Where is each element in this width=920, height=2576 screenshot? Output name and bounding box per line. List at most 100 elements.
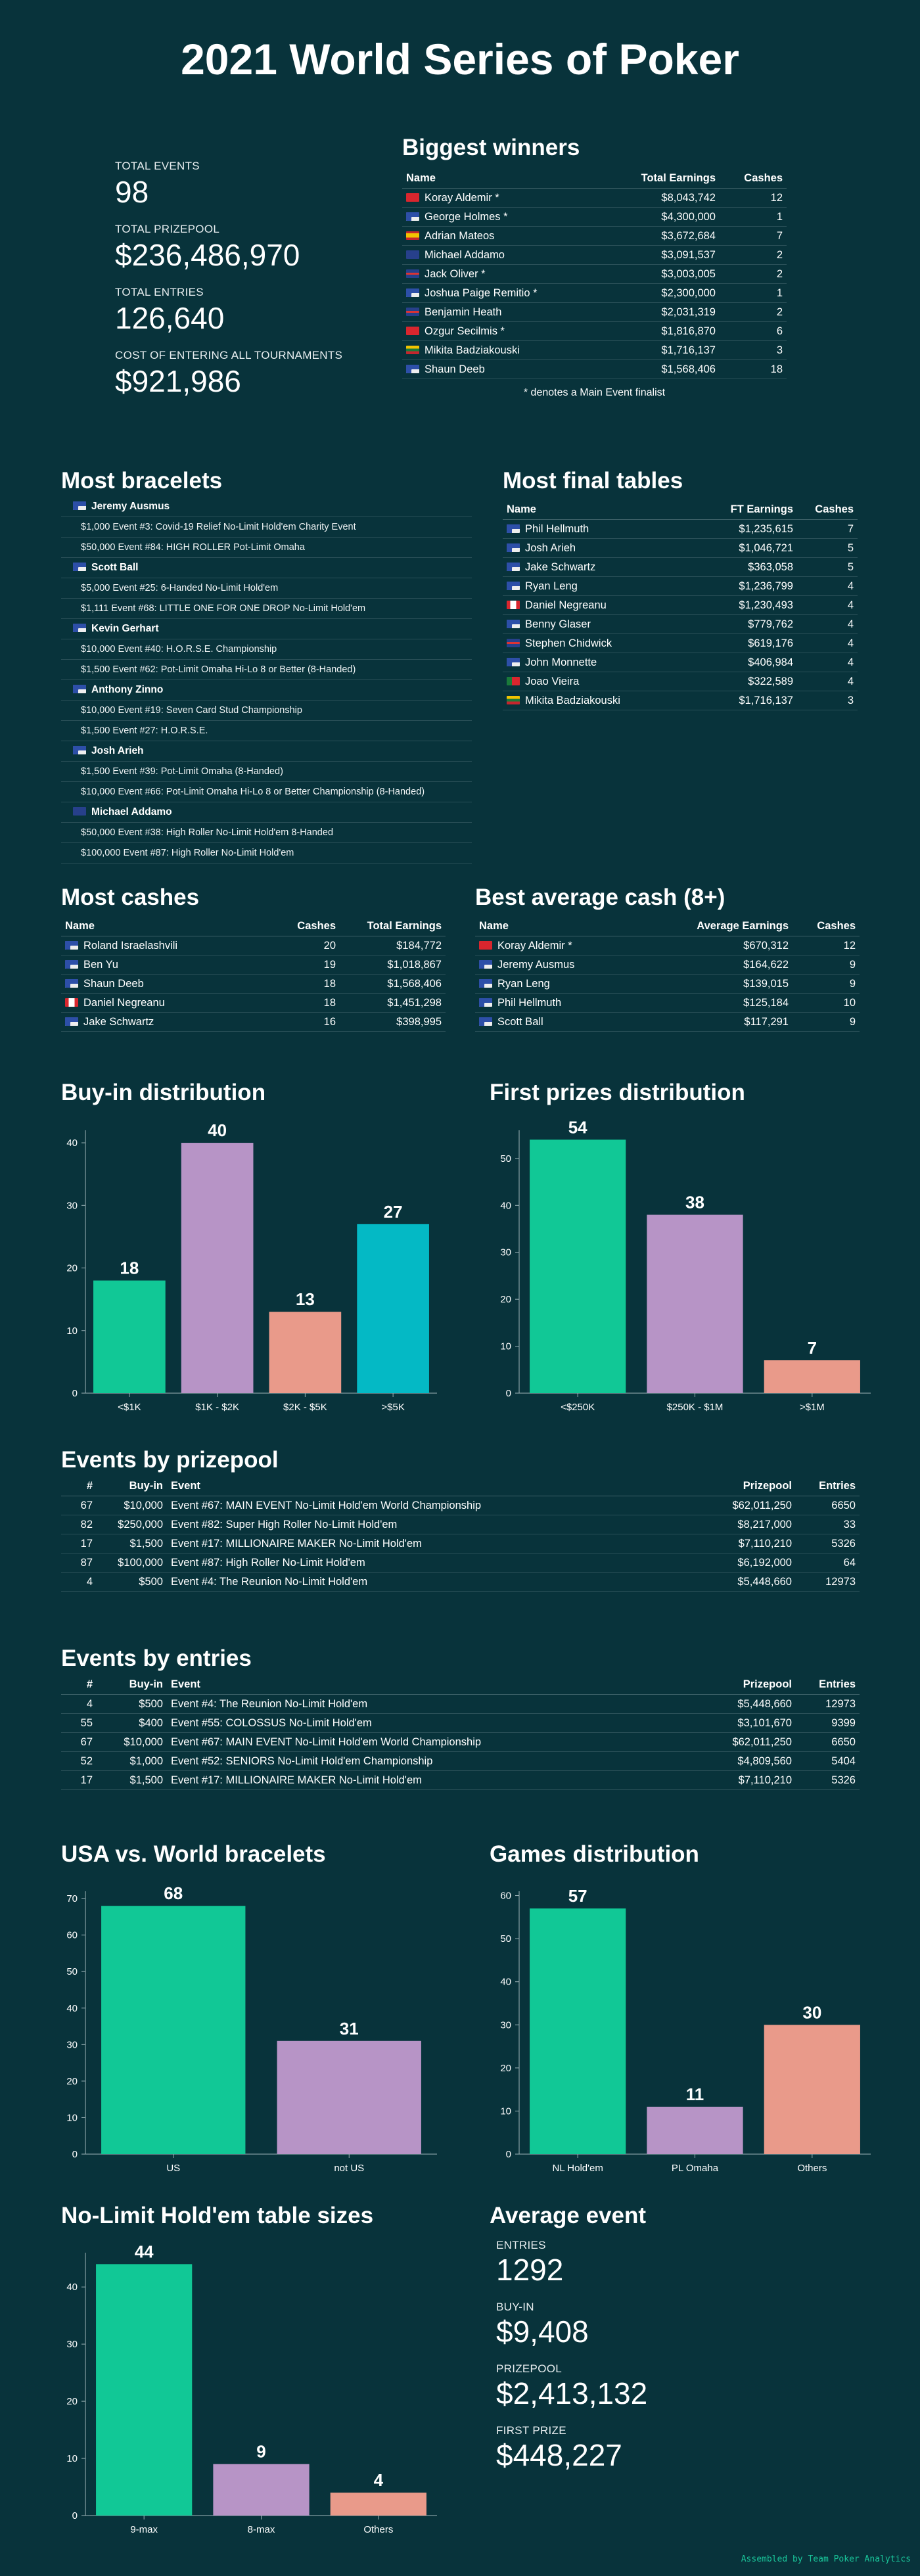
flag-icon — [507, 638, 520, 647]
col-header: Entries — [796, 1476, 860, 1496]
bracelet-player: Scott Ball — [61, 558, 472, 578]
y-tick-label: 20 — [66, 1263, 78, 1274]
flag-icon — [65, 940, 78, 950]
table-row: Joshua Paige Remitio * $2,300,000 1 — [402, 283, 787, 303]
flag-icon — [73, 746, 86, 754]
y-tick-label: 30 — [500, 1247, 511, 1258]
earn-cell: $619,176 — [701, 633, 797, 653]
player-name: Adrian Mateos — [425, 229, 495, 242]
y-tick-label: 40 — [500, 1200, 511, 1211]
y-tick-label: 10 — [500, 2105, 511, 2117]
table-row: Koray Aldemir * $670,312 12 — [475, 936, 860, 955]
total-prizepool-value: $236,486,970 — [115, 238, 300, 272]
y-tick-label: 50 — [500, 1933, 511, 1944]
table-row: John Monnette $406,984 4 — [503, 653, 858, 672]
cashes-cell: 18 — [266, 993, 340, 1013]
events-entries-table: # Buy-in Event Prizepool Entries 4 $500 Ev… — [61, 1674, 860, 1790]
y-tick-label: 40 — [500, 1977, 511, 1988]
x-tick-label: 9-max — [130, 2524, 158, 2535]
earn-cell: $2,300,000 — [627, 283, 720, 303]
total-events-label: TOTAL EVENTS — [115, 160, 200, 172]
player-name: Kevin Gerhart — [91, 623, 159, 634]
name-cell: John Monnette — [503, 653, 701, 672]
cashes-cell: 19 — [266, 955, 340, 975]
earn-cell: $1,716,137 — [701, 691, 797, 710]
cashes-cell: 7 — [720, 226, 787, 246]
bracelet-event: $5,000 Event #25: 6-Handed No-Limit Hold… — [61, 578, 472, 599]
games-distribution-title: Games distribution — [490, 1841, 699, 1867]
pool-cell: $62,011,250 — [696, 1732, 796, 1752]
y-tick-label: 70 — [66, 1893, 78, 1904]
bar — [330, 2493, 426, 2516]
player-name: Phil Hellmuth — [525, 522, 589, 535]
buyin-cell: $100,000 — [97, 1553, 167, 1573]
y-tick-label: 10 — [500, 1341, 511, 1352]
col-header: # — [61, 1476, 97, 1496]
most-final-tables-title: Most final tables — [503, 468, 683, 494]
avg-first-prize-value: $448,227 — [496, 2438, 622, 2472]
col-header: Event — [167, 1674, 696, 1695]
flag-icon — [406, 250, 419, 259]
player-name: Joao Vieira — [525, 675, 580, 687]
y-tick-label: 40 — [66, 2282, 78, 2293]
table-row: 4 $500 Event #4: The Reunion No-Limit Hold… — [61, 1572, 860, 1592]
avg-prizepool-value: $2,413,132 — [496, 2376, 648, 2410]
player-name: Ozgur Secilmis * — [425, 325, 505, 337]
player-name: Ben Yu — [83, 958, 118, 971]
avg-prizepool-label: PRIZEPOOL — [496, 2362, 563, 2375]
col-header: # — [61, 1674, 97, 1695]
event-cell: Event #17: MILLIONAIRE MAKER No-Limit Ho… — [167, 1534, 696, 1553]
x-tick-label: 8-max — [248, 2524, 275, 2535]
final-tables-table: Name FT Earnings Cashes Phil Hellmuth $1,… — [503, 499, 858, 710]
cashes-cell: 4 — [797, 614, 858, 634]
y-tick-label: 10 — [66, 2112, 78, 2123]
name-cell: Daniel Negreanu — [503, 595, 701, 615]
y-tick-label: 30 — [66, 2339, 78, 2350]
earn-cell: $164,622 — [680, 955, 793, 975]
flag-icon — [73, 563, 86, 571]
player-name: Stephen Chidwick — [525, 637, 612, 649]
data-label: 13 — [296, 1289, 315, 1309]
entries-cell: 6650 — [796, 1732, 860, 1752]
buyin-cell: $10,000 — [97, 1732, 167, 1752]
name-cell: Michael Addamo — [402, 245, 627, 265]
player-name: Jake Schwartz — [83, 1015, 154, 1028]
x-tick-label: $1K - $2K — [195, 1402, 239, 1413]
bracelet-event: $1,500 Event #62: Pot-Limit Omaha Hi-Lo … — [61, 660, 472, 680]
bar — [213, 2464, 310, 2516]
col-header: Name — [402, 168, 627, 189]
flag-icon — [406, 345, 419, 354]
data-label: 18 — [120, 1258, 139, 1278]
cashes-cell: 4 — [797, 633, 858, 653]
entries-cell: 6650 — [796, 1496, 860, 1515]
name-cell: Shaun Deeb — [402, 359, 627, 379]
player-name: Shaun Deeb — [425, 363, 485, 375]
table-row: Koray Aldemir * $8,043,742 12 — [402, 188, 787, 208]
buyin-cell: $250,000 — [97, 1515, 167, 1534]
first-prizes-title: First prizes distribution — [490, 1080, 745, 1105]
col-header: Buy-in — [97, 1674, 167, 1695]
num-cell: 67 — [61, 1732, 97, 1752]
best-average-cash-table: Name Average Earnings Cashes Koray Aldem… — [475, 916, 860, 1032]
data-label: 40 — [208, 1120, 227, 1140]
y-tick-label: 0 — [506, 1388, 511, 1399]
name-cell: Stephen Chidwick — [503, 633, 701, 653]
x-tick-label: NL Hold'em — [552, 2163, 603, 2174]
pool-cell: $8,217,000 — [696, 1515, 796, 1534]
nlh-table-sizes-chart: 0 10 20 30 40 44 9-max 9 8-max 4 Others — [66, 2242, 437, 2535]
cashes-cell: 5 — [797, 557, 858, 577]
earn-cell: $1,816,870 — [627, 321, 720, 341]
player-name: Anthony Zinno — [91, 684, 164, 695]
flag-icon — [406, 193, 419, 202]
bar — [764, 1360, 860, 1393]
nlh-table-sizes-title: No-Limit Hold'em table sizes — [61, 2203, 374, 2228]
event-cell: Event #17: MILLIONAIRE MAKER No-Limit Ho… — [167, 1770, 696, 1790]
usa-vs-world-chart: 0 10 20 30 40 50 60 70 68 US 31 not US — [66, 1883, 437, 2174]
events-prizepool-wrap: # Buy-in Event Prizepool Entries 67 $10,0… — [61, 1476, 860, 1592]
flag-icon — [507, 543, 520, 552]
earn-cell: $398,995 — [340, 1012, 446, 1032]
y-tick-label: 20 — [500, 2063, 511, 2074]
player-name: Mikita Badziakouski — [525, 694, 620, 706]
flag-icon — [507, 695, 520, 704]
x-tick-label: Others — [363, 2524, 393, 2535]
